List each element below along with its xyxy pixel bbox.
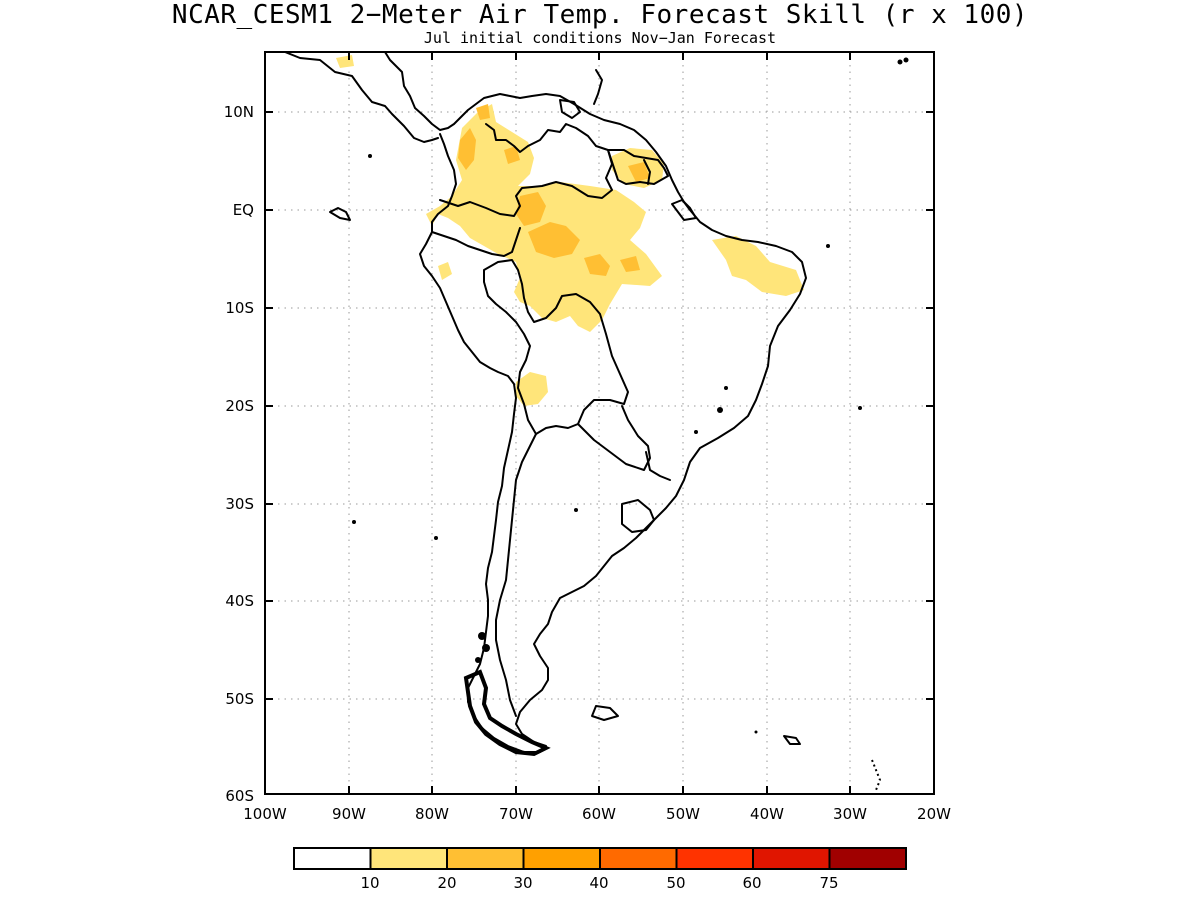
legend-label: 40 (589, 874, 608, 892)
legend-swatch (446, 847, 525, 870)
legend-label: 75 (819, 874, 838, 892)
lon-label: 20W (917, 805, 951, 823)
patagonia-islands (352, 57, 909, 791)
legend-label: 20 (437, 874, 456, 892)
color-legend (293, 847, 907, 870)
lat-label: 40S (225, 592, 254, 610)
legend-swatch (828, 847, 907, 870)
lon-label: 90W (332, 805, 366, 823)
lat-label: 50S (225, 690, 254, 708)
lat-label: EQ (233, 201, 254, 219)
legend-label: 50 (666, 874, 685, 892)
legend-swatch (293, 847, 372, 870)
lon-label: 60W (582, 805, 616, 823)
coastlines-borders (284, 52, 807, 753)
map-title: NCAR_CESM1 2−Meter Air Temp. Forecast Sk… (171, 0, 1029, 30)
lat-label: 10N (224, 103, 254, 121)
legend-labels: 10 20 30 40 50 60 75 (360, 874, 838, 892)
legend-label: 10 (360, 874, 379, 892)
legend-label: 30 (513, 874, 532, 892)
map-grid (265, 52, 934, 794)
skill-shading-20-30 (458, 104, 650, 276)
lat-label: 60S (225, 787, 254, 805)
lon-labels: 100W 90W 80W 70W 60W 50W 40W 30W 20W (243, 805, 951, 823)
lat-label: 20S (225, 397, 254, 415)
legend-swatch (369, 847, 448, 870)
legend-swatch (522, 847, 601, 870)
lat-label: 30S (225, 495, 254, 513)
map-subtitle: Jul initial conditions Nov−Jan Forecast (423, 29, 777, 47)
legend-swatch (752, 847, 831, 870)
lon-label: 100W (243, 805, 287, 823)
legend-swatch (599, 847, 678, 870)
lat-label: 10S (225, 299, 254, 317)
lat-labels: 10N EQ 10S 20S 30S 40S 50S 60S (224, 103, 254, 805)
legend-label: 60 (742, 874, 761, 892)
lon-label: 50W (666, 805, 700, 823)
axis-ticks (264, 52, 935, 795)
lon-label: 40W (750, 805, 784, 823)
legend-swatch (675, 847, 754, 870)
lon-label: 30W (833, 805, 867, 823)
lon-label: 70W (499, 805, 533, 823)
lon-label: 80W (415, 805, 449, 823)
